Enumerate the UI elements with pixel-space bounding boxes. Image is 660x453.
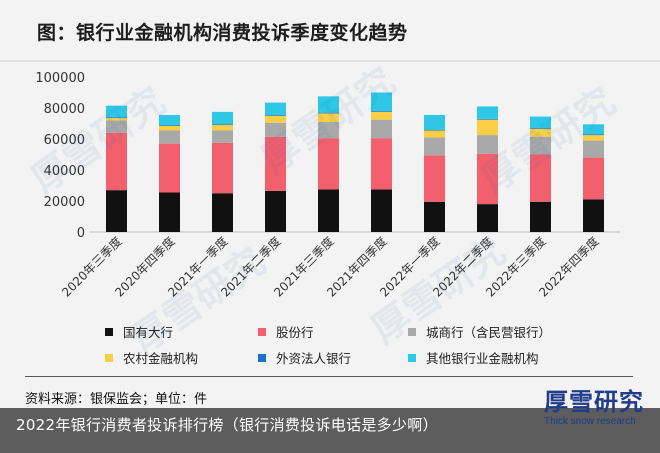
bar-segment [212, 124, 233, 126]
legend-item: 城商行（含民营银行） [408, 322, 551, 341]
title-divider [0, 60, 660, 62]
bar-segment [371, 138, 392, 190]
bar-segment [106, 117, 127, 119]
bar-segment [424, 137, 445, 156]
bar-segment [265, 136, 286, 191]
legend-label: 国有大行 [123, 325, 174, 340]
bar-segment [106, 118, 127, 121]
bar-segment [371, 119, 392, 139]
bar-segment [212, 125, 233, 131]
bar-segment [477, 118, 498, 120]
bar-segment [106, 132, 127, 191]
bar-segment [212, 142, 233, 194]
bar-segment [583, 135, 604, 141]
bar-segment [265, 114, 286, 116]
bar-segment [477, 106, 498, 119]
stacked-bar-chart: 0200004000060000800001000002020年三季度2020年… [35, 71, 620, 300]
brand-logo: 厚雪研究 Thick snow research [544, 388, 644, 428]
legend-swatch [408, 353, 416, 362]
legend-label: 其他银行业金融机构 [426, 351, 539, 366]
bar-segment [424, 130, 445, 138]
footer-divider [25, 376, 633, 377]
bar-segment [530, 128, 551, 129]
bar-segment [477, 204, 498, 232]
source-note: 资料来源：银保监会；单位：件 [25, 392, 208, 407]
bar-segment [212, 193, 233, 232]
bar-segment [424, 129, 445, 131]
bar-segment [159, 130, 180, 144]
bar-segment [318, 138, 339, 190]
bar-segment [106, 190, 127, 232]
logo-sub-text: Thick snow research [544, 416, 636, 427]
y-tick-label: 20000 [44, 195, 85, 210]
bar-segment [530, 201, 551, 232]
bar-segment [106, 105, 127, 118]
bar-segment [424, 114, 445, 130]
caption-text: 2022年银行消费者投诉排行榜（银行消费投诉电话是多少啊） [16, 416, 438, 434]
bar-segment [477, 119, 498, 136]
legend-label: 城商行（含民营银行） [426, 325, 552, 340]
bar-segment [530, 128, 551, 137]
caption-bar: 2022年银行消费者投诉排行榜（银行消费投诉电话是多少啊） [0, 408, 660, 453]
legend-item: 股份行 [258, 322, 314, 341]
bar-segment [477, 153, 498, 205]
bar-segment [583, 199, 604, 232]
legend-swatch [258, 353, 266, 362]
bar-segment [371, 111, 392, 112]
bar-segment [265, 190, 286, 232]
logo-main-text: 厚雪研究 [544, 388, 644, 416]
legend-item: 其他银行业金融机构 [408, 348, 539, 367]
bar-segment [318, 189, 339, 232]
legend-label: 农村金融机构 [123, 351, 199, 366]
page-title: 图：银行业金融机构消费投诉季度变化趋势 [37, 22, 408, 44]
bar-segment [583, 157, 604, 200]
y-tick-label: 0 [77, 226, 85, 241]
legend-label: 股份行 [276, 325, 314, 340]
bar-segment [265, 122, 286, 137]
legend-swatch [105, 327, 113, 336]
bar-segment [583, 134, 604, 136]
bar-segment [583, 124, 604, 135]
bar-segment [371, 111, 392, 120]
bar-segment [265, 115, 286, 123]
bar-segment [424, 201, 445, 232]
bar-segment [265, 102, 286, 115]
bar-segment [159, 114, 180, 126]
bar-segment [159, 125, 180, 126]
bar-segment [530, 154, 551, 202]
bar-segment [212, 111, 233, 125]
bar-segment [477, 135, 498, 154]
legend-item: 外资法人银行 [258, 348, 351, 367]
y-tick-label: 80000 [44, 102, 85, 117]
bar-segment [318, 121, 339, 139]
bar-segment [424, 155, 445, 202]
legend-item: 国有大行 [105, 322, 173, 341]
legend-swatch [408, 327, 416, 336]
bar-segment [583, 140, 604, 158]
bar-segment [530, 136, 551, 155]
y-tick-label: 100000 [35, 71, 85, 86]
y-tick-label: 60000 [44, 133, 85, 148]
bar-segment [371, 92, 392, 112]
bar-segment [159, 192, 180, 232]
title-bar: 图：银行业金融机构消费投诉季度变化趋势 [0, 0, 660, 62]
bar-segment [318, 113, 339, 122]
bar-segment [159, 125, 180, 131]
bar-segment [530, 116, 551, 129]
legend-swatch [105, 353, 113, 362]
legend-swatch [258, 327, 266, 336]
bar-segment [159, 143, 180, 193]
bar-segment [106, 120, 127, 133]
legend-label: 外资法人银行 [276, 351, 352, 366]
bar-segment [212, 130, 233, 143]
y-tick-label: 40000 [44, 164, 85, 179]
legend-item: 农村金融机构 [105, 348, 198, 367]
bar-segment [318, 96, 339, 113]
bar-segment [371, 189, 392, 232]
bar-segment [318, 112, 339, 114]
